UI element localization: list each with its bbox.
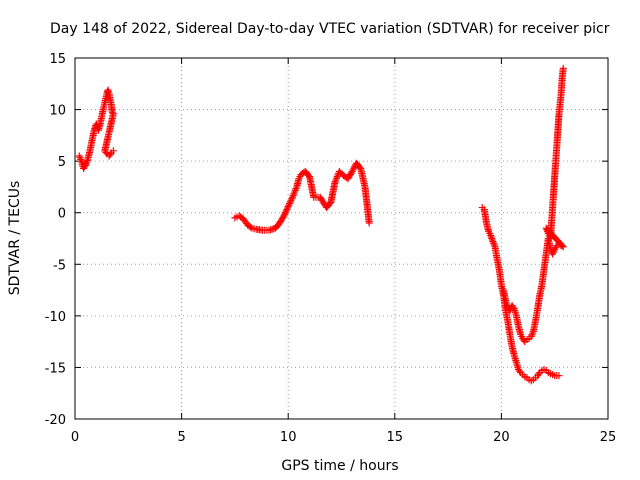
data-point — [285, 201, 293, 209]
data-point — [365, 219, 373, 227]
data-point — [535, 370, 543, 378]
x-tick-label: 10 — [280, 430, 297, 445]
data-point — [282, 207, 290, 215]
x-tick-label: 20 — [493, 430, 510, 445]
data-point — [286, 198, 294, 206]
data-point — [350, 164, 358, 172]
series-segment-1 — [75, 86, 117, 172]
series-segment-4 — [500, 64, 567, 346]
data-point — [75, 152, 83, 160]
data-point — [490, 239, 498, 247]
x-tick-label: 25 — [600, 430, 617, 445]
series-segment-2 — [231, 159, 373, 234]
series-segment-3 — [478, 204, 563, 385]
data-point — [106, 150, 114, 158]
data-point — [348, 167, 356, 175]
data-point — [555, 372, 563, 380]
data-point — [529, 329, 537, 337]
data-point — [283, 206, 291, 214]
data-point — [333, 174, 341, 182]
data-point — [332, 176, 340, 184]
data-point — [546, 245, 554, 253]
y-tick-label: -15 — [45, 361, 66, 376]
data-point — [284, 203, 292, 211]
data-point — [290, 190, 298, 198]
y-tick-label: -5 — [53, 258, 66, 273]
data-point — [292, 185, 300, 193]
y-tick-label: 5 — [58, 155, 66, 170]
x-tick-label: 5 — [177, 430, 185, 445]
data-point — [291, 186, 299, 194]
data-point — [109, 147, 117, 155]
data-point — [76, 154, 84, 162]
data-point — [77, 155, 85, 163]
x-axis-label: GPS time / hours — [281, 458, 398, 474]
y-tick-label: 10 — [49, 104, 66, 119]
data-point — [490, 241, 498, 249]
y-axis-label: SDTVAR / TECUs — [7, 181, 23, 296]
data-point — [283, 204, 291, 212]
data-point — [286, 199, 294, 207]
data-point — [281, 209, 289, 217]
axis-ticks: 0 5 10 15 20 25 -20 -15 -10 -5 0 5 10 15 — [45, 52, 617, 445]
data-point — [509, 303, 517, 311]
data-point — [527, 332, 535, 340]
data-point — [287, 196, 295, 204]
data-point — [489, 238, 497, 246]
data-point — [291, 188, 299, 196]
data-point — [280, 212, 288, 220]
data-point — [279, 213, 287, 221]
data-point — [288, 193, 296, 201]
data-point — [288, 195, 296, 203]
data-point — [559, 64, 567, 72]
y-tick-label: -10 — [45, 310, 66, 325]
x-tick-label: 0 — [71, 430, 79, 445]
data-point — [516, 367, 524, 375]
data-point — [356, 163, 364, 171]
data-point — [81, 163, 89, 171]
y-tick-label: 15 — [49, 52, 66, 67]
plot-area-border — [74, 57, 609, 420]
x-tick-label: 15 — [387, 430, 404, 445]
data-point — [528, 331, 536, 339]
data-point — [281, 210, 289, 218]
y-tick-label: -20 — [45, 413, 66, 428]
data-series — [75, 64, 567, 385]
data-point — [247, 223, 255, 231]
data-point — [289, 192, 297, 200]
data-point — [331, 178, 339, 186]
data-point — [333, 173, 341, 181]
chart-title: Day 148 of 2022, Sidereal Day-to-day VTE… — [50, 21, 610, 37]
data-point — [347, 169, 355, 177]
data-point — [349, 166, 357, 174]
y-tick-label: 0 — [58, 207, 66, 222]
